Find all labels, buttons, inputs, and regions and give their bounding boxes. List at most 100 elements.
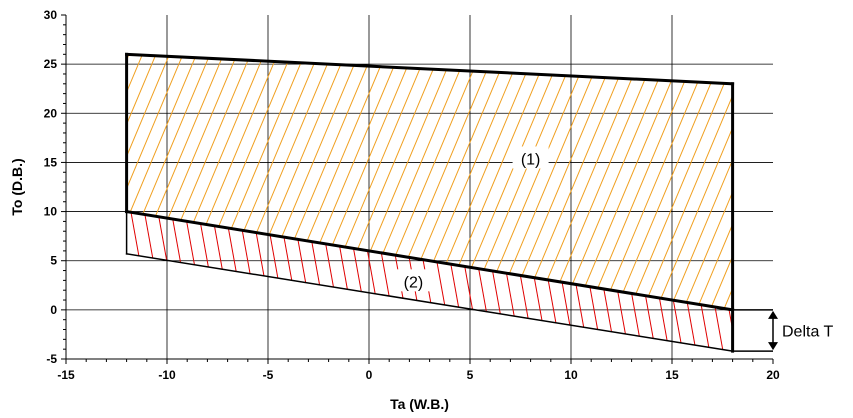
hatch-line bbox=[648, 211, 712, 352]
hatch-line bbox=[513, 54, 659, 310]
hatch-line bbox=[486, 211, 550, 352]
x-tick-label: -5 bbox=[263, 368, 274, 382]
hatch-line bbox=[149, 54, 295, 310]
hatch-line bbox=[825, 15, 853, 359]
hatch-line bbox=[126, 54, 227, 310]
hatch-line bbox=[189, 54, 335, 310]
hatch-line bbox=[838, 15, 853, 359]
hatch-line bbox=[459, 54, 605, 310]
delta-annotation: Delta T bbox=[732, 309, 834, 352]
hatch-line bbox=[744, 15, 853, 359]
hatch-line bbox=[757, 15, 819, 359]
x-tick-label: 5 bbox=[467, 368, 474, 382]
hatch-line bbox=[729, 211, 733, 352]
hatch-line bbox=[216, 54, 362, 310]
y-tick-label: 10 bbox=[44, 205, 58, 219]
region-label-1: (1) bbox=[521, 151, 541, 168]
hatch-line bbox=[567, 54, 713, 310]
y-tick-label: -5 bbox=[46, 352, 57, 366]
y-tick-label: 20 bbox=[44, 106, 58, 120]
hatch-line bbox=[126, 211, 172, 352]
hatch-line bbox=[757, 15, 853, 359]
hatch-line bbox=[432, 211, 496, 352]
hatch-line bbox=[581, 211, 644, 352]
hatch-line bbox=[554, 54, 700, 310]
hatch-line bbox=[486, 54, 632, 310]
hatch-line bbox=[176, 211, 239, 352]
hatch-line bbox=[825, 15, 853, 359]
hatch-line bbox=[149, 211, 212, 352]
x-tick-label: 15 bbox=[665, 368, 679, 382]
boundary-line bbox=[125, 252, 734, 352]
hatch-line bbox=[784, 15, 846, 359]
hatch-line bbox=[230, 211, 293, 352]
hatch-line bbox=[675, 211, 733, 352]
hatch-line bbox=[798, 15, 853, 359]
hatch-line bbox=[176, 54, 322, 310]
boundary-lines bbox=[124, 52, 735, 353]
region-label-2: (2) bbox=[404, 274, 424, 291]
hatch-line bbox=[162, 211, 226, 352]
hatch-line bbox=[716, 54, 733, 310]
y-tick-label: 5 bbox=[50, 254, 57, 268]
hatch-line bbox=[702, 54, 733, 310]
delta-arrow-head-down bbox=[768, 342, 778, 351]
axes bbox=[61, 14, 774, 364]
hatch-line bbox=[446, 211, 509, 352]
hatch-line bbox=[594, 211, 658, 352]
x-axis-title: Ta (W.B.) bbox=[390, 396, 449, 412]
hatch-line bbox=[162, 54, 308, 310]
hatch-line bbox=[126, 54, 254, 310]
hatch-line bbox=[432, 54, 578, 310]
hatch-line bbox=[405, 211, 469, 352]
hatch-line bbox=[621, 54, 733, 310]
hatch-line bbox=[567, 211, 631, 352]
hatch-line bbox=[798, 15, 853, 359]
hatch-line bbox=[28, 15, 90, 359]
hatch-line bbox=[126, 211, 145, 352]
hatch-line bbox=[635, 211, 698, 352]
hatch-line bbox=[771, 15, 833, 359]
region-labels: (1) (2) bbox=[395, 146, 549, 292]
region-label-bg bbox=[512, 146, 549, 169]
hatch-line bbox=[284, 211, 347, 352]
hatch-line bbox=[126, 54, 214, 310]
hatch-line bbox=[189, 211, 253, 352]
hatch-line bbox=[784, 15, 853, 359]
hatch-line bbox=[771, 15, 853, 359]
boundary-line bbox=[124, 209, 735, 312]
hatch-line bbox=[126, 54, 160, 310]
hatch-line bbox=[126, 54, 173, 310]
hatch-line bbox=[527, 54, 673, 310]
hatch-line bbox=[243, 211, 307, 352]
hatch-line bbox=[203, 54, 349, 310]
hatch-line bbox=[635, 54, 733, 310]
hatch-line bbox=[126, 211, 131, 352]
y-axis-title: To (D.B.) bbox=[9, 158, 25, 215]
hatch-line bbox=[446, 54, 592, 310]
hatch-line bbox=[811, 15, 853, 359]
hatch-line bbox=[135, 54, 281, 310]
tick-labels: -15 -10 -5 0 5 10 15 20 -5 0 5 10 15 20 25 30 bbox=[44, 8, 780, 382]
hatch-line bbox=[675, 54, 733, 310]
y-tick-label: 0 bbox=[50, 303, 57, 317]
hatch-line bbox=[527, 211, 590, 352]
hatch-line bbox=[378, 211, 442, 352]
hatch-line bbox=[0, 15, 9, 359]
hatch-line bbox=[473, 211, 536, 352]
x-tick-label: 10 bbox=[564, 368, 578, 382]
y-tick-label: 30 bbox=[44, 8, 58, 22]
hatch-line bbox=[621, 211, 685, 352]
hatch-line bbox=[419, 54, 565, 310]
hatch-line bbox=[689, 54, 733, 310]
y-tick-label: 15 bbox=[44, 155, 58, 169]
hatch-line bbox=[203, 211, 266, 352]
hatch-line bbox=[392, 211, 455, 352]
x-tick-label: -10 bbox=[158, 368, 176, 382]
hatch-line bbox=[126, 54, 187, 310]
x-tick-label: -15 bbox=[57, 368, 75, 382]
hatch-line bbox=[662, 54, 733, 310]
hatch-line bbox=[554, 211, 617, 352]
hatch-line bbox=[838, 15, 853, 359]
